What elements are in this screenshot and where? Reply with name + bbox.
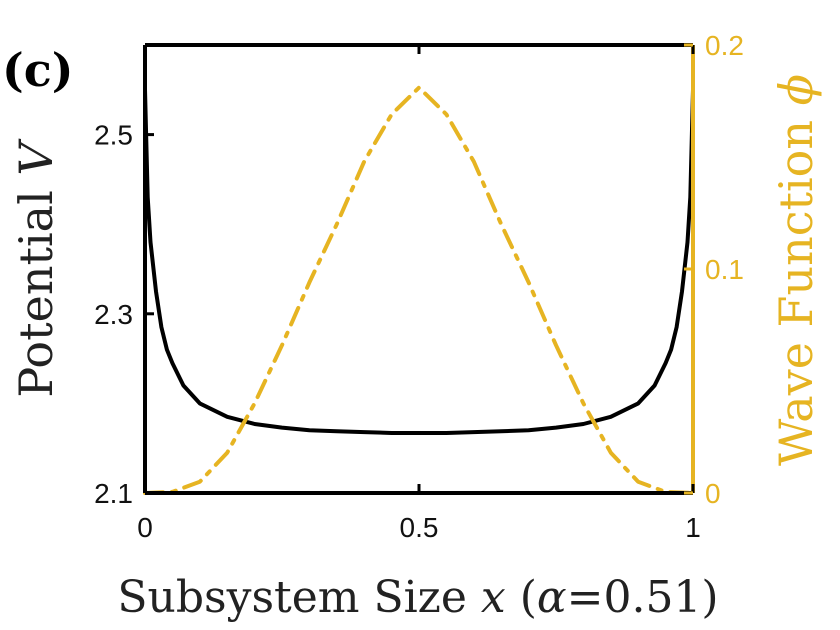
- plot-lines: [143, 85, 695, 495]
- x-tick-label: 0: [137, 512, 153, 543]
- x-axis-label-close: =0.51): [567, 572, 719, 623]
- x-axis-label-open: (: [506, 572, 537, 623]
- y-left-tick-label: 2.5: [94, 120, 133, 151]
- potential-line: [143, 87, 695, 435]
- x-axis-label: Subsystem Size x (α=0.51): [117, 572, 718, 623]
- y-axis-right-label-var: ϕ: [769, 74, 823, 105]
- wave-function-line: [143, 85, 695, 495]
- ticks: 0 0.5 1 2.1 2.3 2.5 0 0.1 0.2: [94, 30, 744, 543]
- y-axis-left-label: Potential V: [9, 138, 63, 398]
- x-tick-label: 1: [685, 512, 701, 543]
- y-right-tick-label: 0.1: [705, 254, 744, 285]
- x-axis-label-alpha: α: [537, 572, 567, 623]
- y-axis-left-label-var: V: [9, 138, 63, 176]
- y-axis-right-label-text: Wave Function: [769, 105, 823, 466]
- y-left-tick-label: 2.1: [94, 478, 133, 509]
- y-right-tick-label: 0.2: [705, 30, 744, 61]
- axes: [143, 43, 695, 495]
- x-tick-label: 0.5: [400, 512, 439, 543]
- y-left-tick-label: 2.3: [94, 299, 133, 330]
- x-axis-label-var: x: [481, 572, 506, 623]
- x-axis-label-prefix: Subsystem Size: [117, 572, 481, 623]
- y-right-tick-label: 0: [705, 478, 721, 509]
- y-axis-right-label: Wave Function ϕ: [769, 74, 823, 466]
- panel-label: (c): [2, 43, 74, 97]
- y-axis-left-label-text: Potential: [9, 176, 63, 398]
